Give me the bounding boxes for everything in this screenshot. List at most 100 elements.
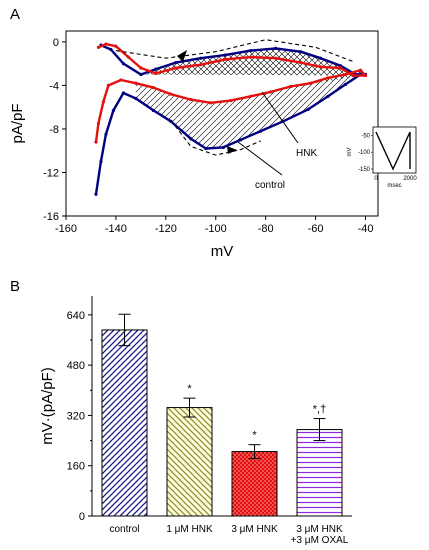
panel-b: B 0 160 320 480 640 mV·(pA/pF) control * 1 μM H… [10, 278, 352, 546]
significance-marker: * [252, 430, 257, 442]
inset-protocol-line [375, 131, 411, 171]
data-point-control [224, 53, 228, 57]
data-point-control [221, 145, 225, 150]
inset-x-tick-label: 0 [374, 176, 378, 182]
data-point-hnk [338, 66, 343, 70]
data-point-hnk [94, 140, 98, 144]
data-point-control [104, 132, 108, 136]
direction-arrow-upper [177, 50, 187, 62]
data-point-control [204, 146, 208, 151]
hatch-region-lower [135, 70, 366, 149]
y-tick-label: 0 [53, 37, 59, 49]
inset-y-tick-label: -150 [358, 167, 371, 173]
x-tick-label: -60 [308, 223, 324, 235]
hatched-areas [135, 48, 366, 149]
panel-b-label: B [10, 278, 20, 295]
data-point-hnk [96, 121, 101, 126]
y-tick-label: 480 [67, 360, 85, 372]
data-point-hnk [249, 55, 253, 59]
y-tick-label: 160 [67, 461, 85, 473]
category-label: control [109, 524, 139, 535]
y-tick-label: 640 [67, 310, 85, 322]
y-axis-label: pA/pF [9, 103, 26, 143]
panel-b-bars: control*1 μM HNK*3 μM HNK*,†3 μM HNK+3 μ… [101, 313, 349, 546]
y-tick-label: 320 [67, 410, 85, 422]
inset-y-label: mV [347, 148, 353, 157]
panel-a-series [94, 42, 368, 196]
x-tick-label: -80 [258, 223, 274, 235]
data-point-control [199, 56, 203, 60]
data-point-hnk [326, 76, 330, 80]
data-point-hnk [114, 44, 118, 48]
category-label: 3 μM HNK [231, 524, 278, 535]
control-annotation: control [255, 180, 285, 191]
data-point-control [134, 96, 138, 101]
data-point-control [239, 138, 243, 142]
y-tick-label: -12 [43, 167, 59, 179]
data-point-hnk [101, 100, 106, 104]
panel-a-annotations: HNK control [115, 39, 354, 191]
y-tick-label: -4 [49, 80, 59, 92]
y-tick-label: -16 [43, 211, 59, 223]
data-point-hnk [189, 97, 193, 102]
category-label: 3 μM HNK [296, 524, 343, 535]
panel-a-axes: -160 -140 -120 -100 -80 -60 -40 0 -4 -8 -12 -16 mV pA… [9, 30, 379, 260]
data-point-control [139, 72, 143, 77]
data-point-control [189, 137, 193, 141]
hnk-annotation: HNK [296, 148, 317, 159]
data-point-hnk [229, 99, 233, 103]
hatch-region-upper [140, 48, 366, 103]
data-point-control [299, 50, 303, 54]
data-point-control [318, 56, 323, 60]
data-point-hnk [174, 66, 178, 70]
x-tick-label: -120 [155, 223, 177, 235]
data-point-hnk [224, 57, 228, 61]
data-point-hnk [249, 94, 253, 98]
hnk-pointer [261, 91, 299, 144]
data-point-control [249, 48, 253, 53]
data-point-hnk [318, 65, 323, 69]
data-point-hnk [351, 74, 355, 78]
data-point-hnk [299, 60, 303, 65]
x-tick-label: -160 [55, 223, 77, 235]
data-point-hnk [151, 85, 155, 90]
inset-y-tick-label: -50 [361, 133, 370, 139]
data-point-hnk [104, 42, 108, 46]
inset-x-label: msec [387, 183, 401, 189]
series-line-hnk [94, 42, 367, 143]
data-point-hnk [343, 72, 348, 77]
data-point-control [99, 159, 103, 164]
data-point-control [121, 91, 126, 95]
data-point-control [343, 82, 348, 86]
envelope-upper [115, 39, 354, 63]
data-point-control [306, 107, 310, 111]
x-axis-label: mV [211, 243, 234, 260]
direction-arrow-lower [227, 146, 237, 154]
data-point-hnk [363, 74, 368, 78]
bar [296, 429, 343, 517]
y-tick-label: -8 [49, 124, 59, 136]
data-point-control [111, 108, 116, 113]
data-point-control [274, 46, 278, 51]
data-point-hnk [106, 83, 111, 88]
x-tick-label: -100 [205, 223, 227, 235]
data-point-control [259, 129, 263, 133]
bar [231, 451, 278, 517]
data-point-hnk [199, 63, 203, 67]
data-point-control [326, 94, 330, 98]
data-point-hnk [289, 84, 293, 89]
data-point-hnk [309, 81, 313, 85]
data-point-hnk [154, 71, 158, 76]
data-point-hnk [134, 81, 138, 85]
y-axis-label: mV·(pA/pF) [39, 367, 56, 445]
control-pointer [237, 141, 283, 176]
x-tick-label: -40 [358, 223, 374, 235]
significance-marker: * [187, 383, 192, 395]
data-point-hnk [274, 56, 278, 60]
data-point-control [151, 108, 155, 113]
significance-marker: *,† [313, 404, 326, 416]
data-point-hnk [126, 55, 130, 59]
panel-a-label: A [10, 6, 20, 23]
plot-frame [65, 30, 379, 217]
